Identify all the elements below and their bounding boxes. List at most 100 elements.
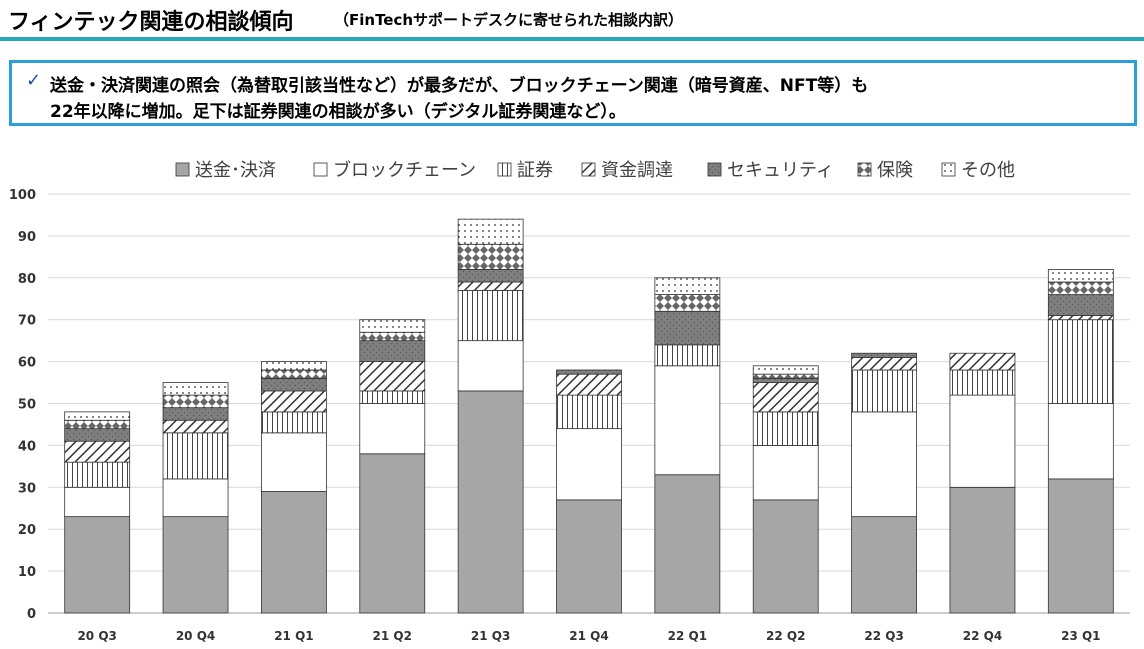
legend-swatch xyxy=(497,162,512,177)
bar-segment-7 xyxy=(64,411,131,421)
y-axis-ticks: 0 10 20 30 40 50 60 70 80 90 100 xyxy=(9,188,36,622)
legend: 送金･決済 ブロックチェーン 証券 資金調達 セキュリティ 保険 その他 xyxy=(175,159,1015,181)
bar-segment-3 xyxy=(64,461,131,488)
bar-segment-7 xyxy=(261,361,327,371)
bar-stack xyxy=(556,369,622,614)
checkmark-icon: ✓ xyxy=(26,70,42,91)
bar-stack xyxy=(949,352,1016,614)
y-tick-label: 60 xyxy=(18,356,36,371)
legend-label: ブロックチェーン xyxy=(333,159,476,181)
bars xyxy=(64,218,1114,614)
bar-segment-4 xyxy=(949,352,1016,371)
legend-item: 資金調達 xyxy=(581,160,673,181)
bar-segment-6 xyxy=(752,373,819,379)
bar-segment-4 xyxy=(556,373,622,396)
legend-swatch xyxy=(707,162,722,177)
y-tick-label: 70 xyxy=(18,314,36,329)
bar-segment-2 xyxy=(261,432,327,492)
bar-segment-1 xyxy=(359,453,426,614)
legend-swatch xyxy=(175,162,190,177)
bar-segment-3 xyxy=(457,289,524,342)
bar-segment-4 xyxy=(851,357,917,371)
legend-swatch xyxy=(313,162,328,177)
legend-item: 保険 xyxy=(857,160,913,181)
page-subtitle: （FinTechサポートデスクに寄せられた相談内訳） xyxy=(334,11,684,29)
title-underline xyxy=(0,37,1144,41)
x-tick-label: 22 Q4 xyxy=(963,629,1002,643)
bar-segment-7 xyxy=(752,365,819,375)
bar-segment-3 xyxy=(949,369,1016,396)
legend-label: 資金調達 xyxy=(601,160,673,181)
legend-item: その他 xyxy=(941,160,1015,181)
x-tick-label: 22 Q1 xyxy=(668,629,707,643)
bar-segment-3 xyxy=(851,369,917,413)
bar-segment-2 xyxy=(851,411,917,518)
x-tick-label: 21 Q4 xyxy=(569,629,608,643)
bar-segment-5 xyxy=(752,377,819,383)
bar-stack xyxy=(64,411,131,614)
bar-segment-1 xyxy=(654,474,721,614)
bar-stack xyxy=(1047,269,1114,614)
bar-stack xyxy=(654,277,721,614)
bar-stack xyxy=(457,218,524,614)
bar-segment-3 xyxy=(162,432,229,480)
bar-stack xyxy=(261,361,327,614)
legend-label: セキュリティ xyxy=(727,160,834,181)
bar-segment-6 xyxy=(1047,281,1114,295)
x-tick-label: 21 Q2 xyxy=(373,629,412,643)
y-tick-label: 10 xyxy=(18,565,36,580)
bar-segment-2 xyxy=(457,340,524,392)
bar-segment-6 xyxy=(359,331,426,342)
bar-stack xyxy=(359,319,426,614)
y-tick-label: 30 xyxy=(18,481,36,496)
bar-segment-1 xyxy=(162,516,229,614)
title-row: フィンテック関連の相談傾向 （FinTechサポートデスクに寄せられた相談内訳） xyxy=(0,0,1144,36)
bar-segment-2 xyxy=(162,478,229,518)
bar-segment-2 xyxy=(359,403,426,455)
bar-segment-7 xyxy=(359,319,426,333)
stacked-bar-chart: 送金･決済 ブロックチェーン 証券 資金調達 セキュリティ 保険 その他 0 10 20 30 40… xyxy=(9,159,1130,643)
bar-segment-3 xyxy=(556,394,622,430)
x-tick-label: 21 Q3 xyxy=(471,629,510,643)
summary-line-2: 22年以降に増加。足下は証券関連の相談が多い（デジタル証券関連など）。 xyxy=(50,102,626,122)
bar-segment-4 xyxy=(1047,315,1114,321)
x-tick-label: 21 Q1 xyxy=(274,629,313,643)
bar-segment-4 xyxy=(359,361,426,392)
bar-segment-4 xyxy=(162,419,229,434)
bar-segment-5 xyxy=(654,310,721,346)
bar-segment-2 xyxy=(654,365,721,476)
bar-stack xyxy=(162,382,229,614)
legend-label: 送金･決済 xyxy=(195,160,276,181)
legend-swatch xyxy=(941,162,956,177)
x-axis-ticks: 20 Q3 20 Q4 21 Q1 21 Q2 21 Q3 21 Q4 22 Q1 22 Q2… xyxy=(77,629,1100,643)
legend-swatch xyxy=(581,162,596,177)
y-tick-label: 100 xyxy=(9,188,36,203)
bar-segment-5 xyxy=(261,377,327,392)
bar-segment-2 xyxy=(949,394,1016,488)
y-tick-label: 50 xyxy=(18,398,36,413)
y-tick-label: 0 xyxy=(27,607,36,622)
bar-segment-3 xyxy=(1047,319,1114,404)
bar-segment-5 xyxy=(457,269,524,283)
y-tick-label: 90 xyxy=(18,230,36,245)
bar-segment-4 xyxy=(64,440,131,463)
bar-segment-1 xyxy=(261,491,327,614)
bar-segment-1 xyxy=(949,486,1016,614)
bar-segment-6 xyxy=(261,369,327,379)
bar-segment-3 xyxy=(654,344,721,367)
legend-swatch xyxy=(857,162,872,177)
bar-segment-4 xyxy=(261,390,327,413)
bar-segment-1 xyxy=(1047,478,1114,614)
x-tick-label: 20 Q4 xyxy=(176,629,215,643)
x-tick-label: 22 Q3 xyxy=(864,629,903,643)
page-title: フィンテック関連の相談傾向 xyxy=(8,10,294,35)
bar-segment-7 xyxy=(162,382,229,396)
bar-segment-1 xyxy=(556,499,622,614)
bar-segment-6 xyxy=(64,419,131,430)
summary-box: ✓ 送金・決済関連の照会（為替取引該当性など）が最多だが、ブロックチェーン関連（… xyxy=(9,60,1137,126)
bar-segment-3 xyxy=(261,411,327,434)
bar-segment-3 xyxy=(752,411,819,446)
bar-segment-2 xyxy=(752,444,819,501)
bar-segment-5 xyxy=(556,369,622,375)
bar-segment-3 xyxy=(359,390,426,404)
